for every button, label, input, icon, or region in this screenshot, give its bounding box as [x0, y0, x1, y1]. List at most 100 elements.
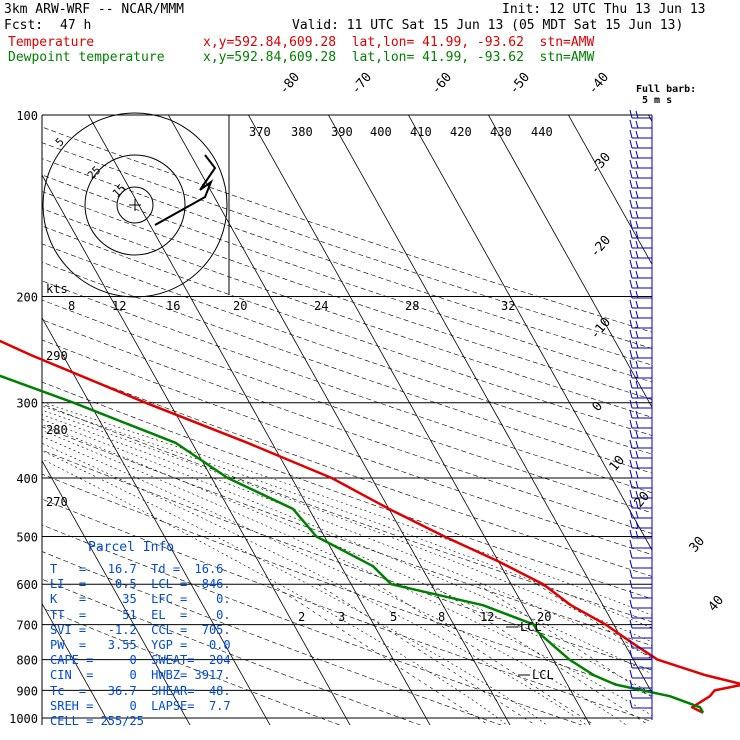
hodograph-trace [154, 154, 217, 226]
theta-label: 410 [410, 125, 432, 139]
wind-barb [629, 339, 652, 349]
wind-barb [629, 449, 652, 459]
barb-flag [635, 280, 639, 289]
barb-flag [629, 679, 633, 689]
barb-flag [629, 669, 633, 679]
diagram-grid [41, 114, 652, 725]
barb-flag [629, 459, 633, 469]
wind-barb [629, 279, 652, 289]
barb-flag [629, 439, 633, 449]
barb-flag [629, 259, 633, 269]
barb-flag [629, 199, 633, 209]
isotherm-line [42, 602, 111, 725]
theta-label: 290 [46, 349, 68, 363]
isotherm-line [647, 115, 652, 123]
moist-adiabat [42, 429, 652, 717]
parcel-info-row: PW = 3.55 YGP = 0.0 [50, 638, 231, 652]
wind-barb [629, 589, 652, 599]
isotherm-label: -60 [429, 70, 456, 98]
hodograph-speed-label: 32 [501, 299, 515, 313]
isotherm-line [42, 459, 191, 725]
barb-flag [629, 629, 633, 639]
barb-flag [629, 109, 633, 119]
isotherm-line [567, 115, 652, 266]
barb-flag [635, 220, 639, 229]
dry-adiabat [42, 360, 652, 577]
barb-flag [629, 479, 633, 489]
barb-flag [635, 500, 639, 509]
barb-flag [629, 149, 633, 159]
parcel-info-title: Parcel Info [88, 540, 175, 555]
pressure-tick-label: 400 [16, 472, 38, 486]
isotherm-line [487, 115, 652, 408]
sounding-series [0, 339, 740, 714]
moist-adiabat [42, 414, 652, 658]
barb-flag [629, 509, 633, 519]
dewpoint-line [0, 374, 705, 714]
wind-barb [629, 349, 652, 359]
parcel-info-row: SVI = -1.2 CCL = 705. [50, 622, 231, 637]
parcel-info-row: SREH = 0 LAPSE= 7.7 [50, 698, 231, 713]
barb-flag [629, 639, 633, 649]
barb-flag [629, 689, 633, 699]
pressure-tick-label: 800 [16, 654, 38, 668]
wind-barb [629, 669, 652, 679]
wind-barb [629, 129, 652, 139]
wind-barb [629, 609, 652, 619]
wind-barb [629, 559, 652, 569]
barb-flag [635, 230, 639, 239]
hodograph-speed-label: 12 [112, 299, 126, 313]
wind-barb [629, 109, 652, 119]
barb-flag [635, 260, 639, 269]
wind-barb [629, 679, 652, 689]
dry-adiabat [42, 158, 652, 366]
barb-flag [629, 119, 633, 129]
theta-label: 270 [46, 495, 68, 509]
barb-flag [629, 469, 633, 479]
wind-barb [629, 389, 652, 399]
barb-flag [629, 559, 633, 569]
wind-barb [629, 569, 652, 579]
dry-adiabat [42, 208, 652, 418]
theta-label: 430 [490, 125, 512, 139]
temperature-legend: Temperature [8, 35, 95, 50]
mixing-ratio-label: 20 [537, 610, 551, 624]
wind-barb [629, 239, 652, 249]
wind-barb [629, 439, 652, 449]
isotherm-line [327, 115, 652, 694]
isotherm-line [42, 174, 351, 725]
moist-adiabat [42, 401, 652, 616]
wind-barb [629, 209, 652, 219]
valid-time: Valid: 11 UTC Sat 15 Jun 13 (05 MDT Sat … [292, 18, 684, 33]
barb-flag [629, 599, 633, 609]
wind-barb [629, 699, 652, 709]
dry-adiabat [42, 403, 652, 623]
isotherm-label: -80 [277, 70, 304, 98]
barb-flag [629, 339, 633, 349]
barb-flag [629, 139, 633, 149]
model-title: 3km ARW-WRF -- NCAR/MMM [4, 2, 185, 17]
barb-flag [629, 189, 633, 199]
moist-adiabat [42, 442, 587, 725]
barb-flag [635, 330, 639, 339]
dry-adiabat [42, 261, 652, 474]
hodograph-speed-label: 8 [68, 299, 75, 313]
wind-barb [629, 519, 652, 529]
theta-label: 390 [331, 125, 353, 139]
barb-flag [635, 490, 639, 499]
dry-adiabat [42, 607, 341, 725]
barb-flag [629, 499, 633, 509]
hodograph-ring-label: 5 [53, 135, 67, 149]
barb-flag [629, 299, 633, 309]
isotherm-line [167, 115, 511, 725]
theta-label: 420 [450, 125, 472, 139]
barb-flag [629, 549, 633, 559]
barb-flag [629, 169, 633, 179]
wind-barb [629, 229, 652, 239]
barb-flag [635, 200, 639, 209]
wind-barb [629, 429, 652, 439]
barb-flag [635, 420, 639, 429]
barb-flag [629, 269, 633, 279]
wind-barb [629, 549, 652, 559]
